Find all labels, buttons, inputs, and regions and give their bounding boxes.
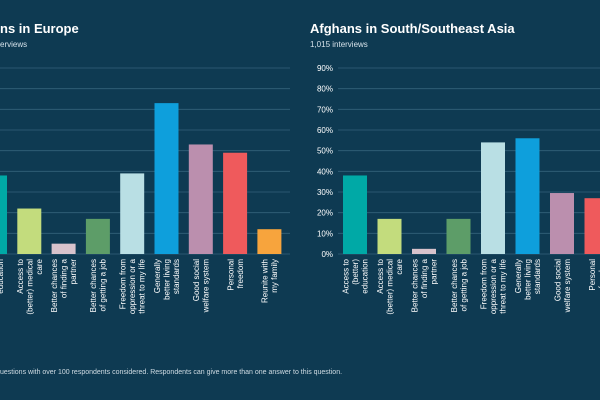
x-tick-label-line: Generally — [514, 259, 523, 293]
x-tick-label: Better chances of finding a partner — [50, 258, 78, 312]
x-tick-label: Personal freedom — [588, 259, 600, 291]
x-tick-label: Better chances of getting a job — [89, 258, 108, 312]
x-tick-label-line: Better chances — [89, 259, 98, 312]
y-tick-label: 80% — [317, 85, 333, 94]
y-tick-label: 70% — [317, 105, 333, 114]
bar — [154, 103, 179, 254]
y-tick-label: 0% — [321, 250, 333, 259]
bar — [343, 175, 367, 254]
y-tick-label: 60% — [317, 126, 333, 135]
x-tick-label: (better)education — [0, 259, 5, 294]
x-tick-label-line: Good social — [192, 259, 201, 301]
x-tick-label: Better chances of finding a partner — [411, 258, 439, 312]
y-tick-label: 50% — [317, 147, 333, 156]
x-tick-label-line: Freedom from — [119, 259, 128, 310]
x-tick-label-line: Better chances — [411, 259, 420, 312]
right-chart-title: Afghans in South/Southeast Asia — [310, 21, 515, 36]
y-tick-label: 10% — [317, 229, 333, 238]
x-tick-label-line: Personal — [588, 259, 597, 291]
x-tick-label-line: freedom — [236, 259, 245, 289]
x-tick-label-line: Better chances — [50, 259, 59, 312]
x-tick-label-line: welfare system — [563, 259, 572, 314]
x-tick-label-line: Access to — [16, 258, 25, 293]
x-tick-label-line: standards — [533, 259, 542, 294]
bar — [17, 208, 42, 254]
x-tick-label-line: welfare system — [202, 259, 211, 314]
x-tick-label-line: partner — [69, 259, 78, 285]
x-tick-label-line: education — [361, 259, 370, 294]
bar — [51, 243, 76, 254]
chart-europe: (better)education Access to(better) medic… — [0, 67, 290, 315]
x-tick-label-line: Access to — [376, 258, 385, 293]
x-tick-label-line: care — [395, 258, 404, 274]
y-tick-label: 30% — [317, 188, 333, 197]
x-tick-label-line: of finding a — [420, 258, 429, 298]
x-tick-label-line: Generally — [153, 259, 162, 293]
x-tick-label-line: Better chances — [450, 259, 459, 312]
bar — [377, 218, 402, 254]
left-chart-subtitle: erviews — [0, 40, 28, 49]
x-tick-label-line: partner — [430, 259, 439, 285]
bar — [446, 218, 471, 254]
x-tick-label: Generally better living standards — [514, 259, 542, 300]
x-tick-label-line: of finding a — [60, 258, 69, 298]
x-tick-label-line: (better) medical — [386, 259, 395, 315]
x-tick-label-line: Freedom from — [480, 259, 489, 310]
x-tick-label-line: (better) — [351, 259, 360, 285]
x-tick-label-line: Good social — [553, 259, 562, 301]
left-chart-title: ns in Europe — [0, 21, 79, 36]
x-tick-label-line: oppression or a — [128, 258, 137, 314]
x-tick-label-line: standards — [172, 259, 181, 294]
bar — [85, 218, 110, 254]
x-tick-label-line: of getting a job — [99, 258, 108, 311]
bar — [223, 152, 248, 254]
x-tick-label-line: better living — [524, 259, 533, 300]
x-tick-label: Good social welfare system — [192, 259, 211, 314]
x-tick-label: Reunite with my family — [261, 259, 280, 303]
bar — [0, 175, 7, 254]
bar — [584, 198, 600, 254]
x-tick-label-line: (better) medical — [25, 259, 34, 315]
x-tick-label: Good social welfare system — [553, 259, 572, 314]
x-tick-label: Freedom from oppression or a threat to my … — [119, 258, 147, 314]
x-tick-label-line: better living — [163, 259, 172, 300]
bar — [515, 138, 540, 254]
bar — [257, 229, 282, 254]
x-tick-label: Access to (better) medical care — [16, 258, 44, 314]
x-tick-label-line: education — [0, 259, 5, 294]
x-tick-label-line: my family — [270, 259, 279, 293]
bar — [120, 173, 145, 254]
y-tick-label: 90% — [317, 64, 333, 73]
x-tick-label-line: freedom — [597, 259, 600, 289]
bar — [481, 142, 505, 254]
x-tick-label: Generally better living standards — [153, 259, 181, 300]
x-tick-label: Better chances of getting a job — [450, 258, 469, 312]
x-tick-label-line: threat to my life — [499, 258, 508, 313]
x-tick-label-line: Personal — [226, 259, 235, 291]
x-tick-label-line: threat to my life — [138, 258, 147, 313]
x-tick-label-line: oppression or a — [489, 258, 498, 314]
footnote: uestions with over 100 respondents consi… — [0, 369, 343, 376]
bar — [550, 193, 574, 254]
x-tick-label-line: of getting a job — [459, 258, 468, 311]
y-tick-label: 20% — [317, 209, 333, 218]
x-tick-label-line: care — [35, 258, 44, 274]
x-tick-label-line: Reunite with — [261, 259, 270, 303]
bar — [188, 144, 213, 254]
x-tick-label: Access to (better) medical care — [376, 258, 404, 314]
y-tick-label: 40% — [317, 167, 333, 176]
x-tick-label: Access to (better) education — [342, 258, 370, 293]
x-tick-label-line: Access to — [342, 258, 351, 293]
chart-south-southeast-asia: 0%10%20%30%40%50%60%70%80%90%Access to (b… — [317, 64, 600, 315]
x-tick-label: Freedom from oppression or a threat to my … — [480, 258, 508, 314]
bar — [412, 248, 436, 254]
x-tick-label: Personal freedom — [226, 259, 245, 291]
right-chart-subtitle: 1,015 interviews — [310, 40, 368, 49]
